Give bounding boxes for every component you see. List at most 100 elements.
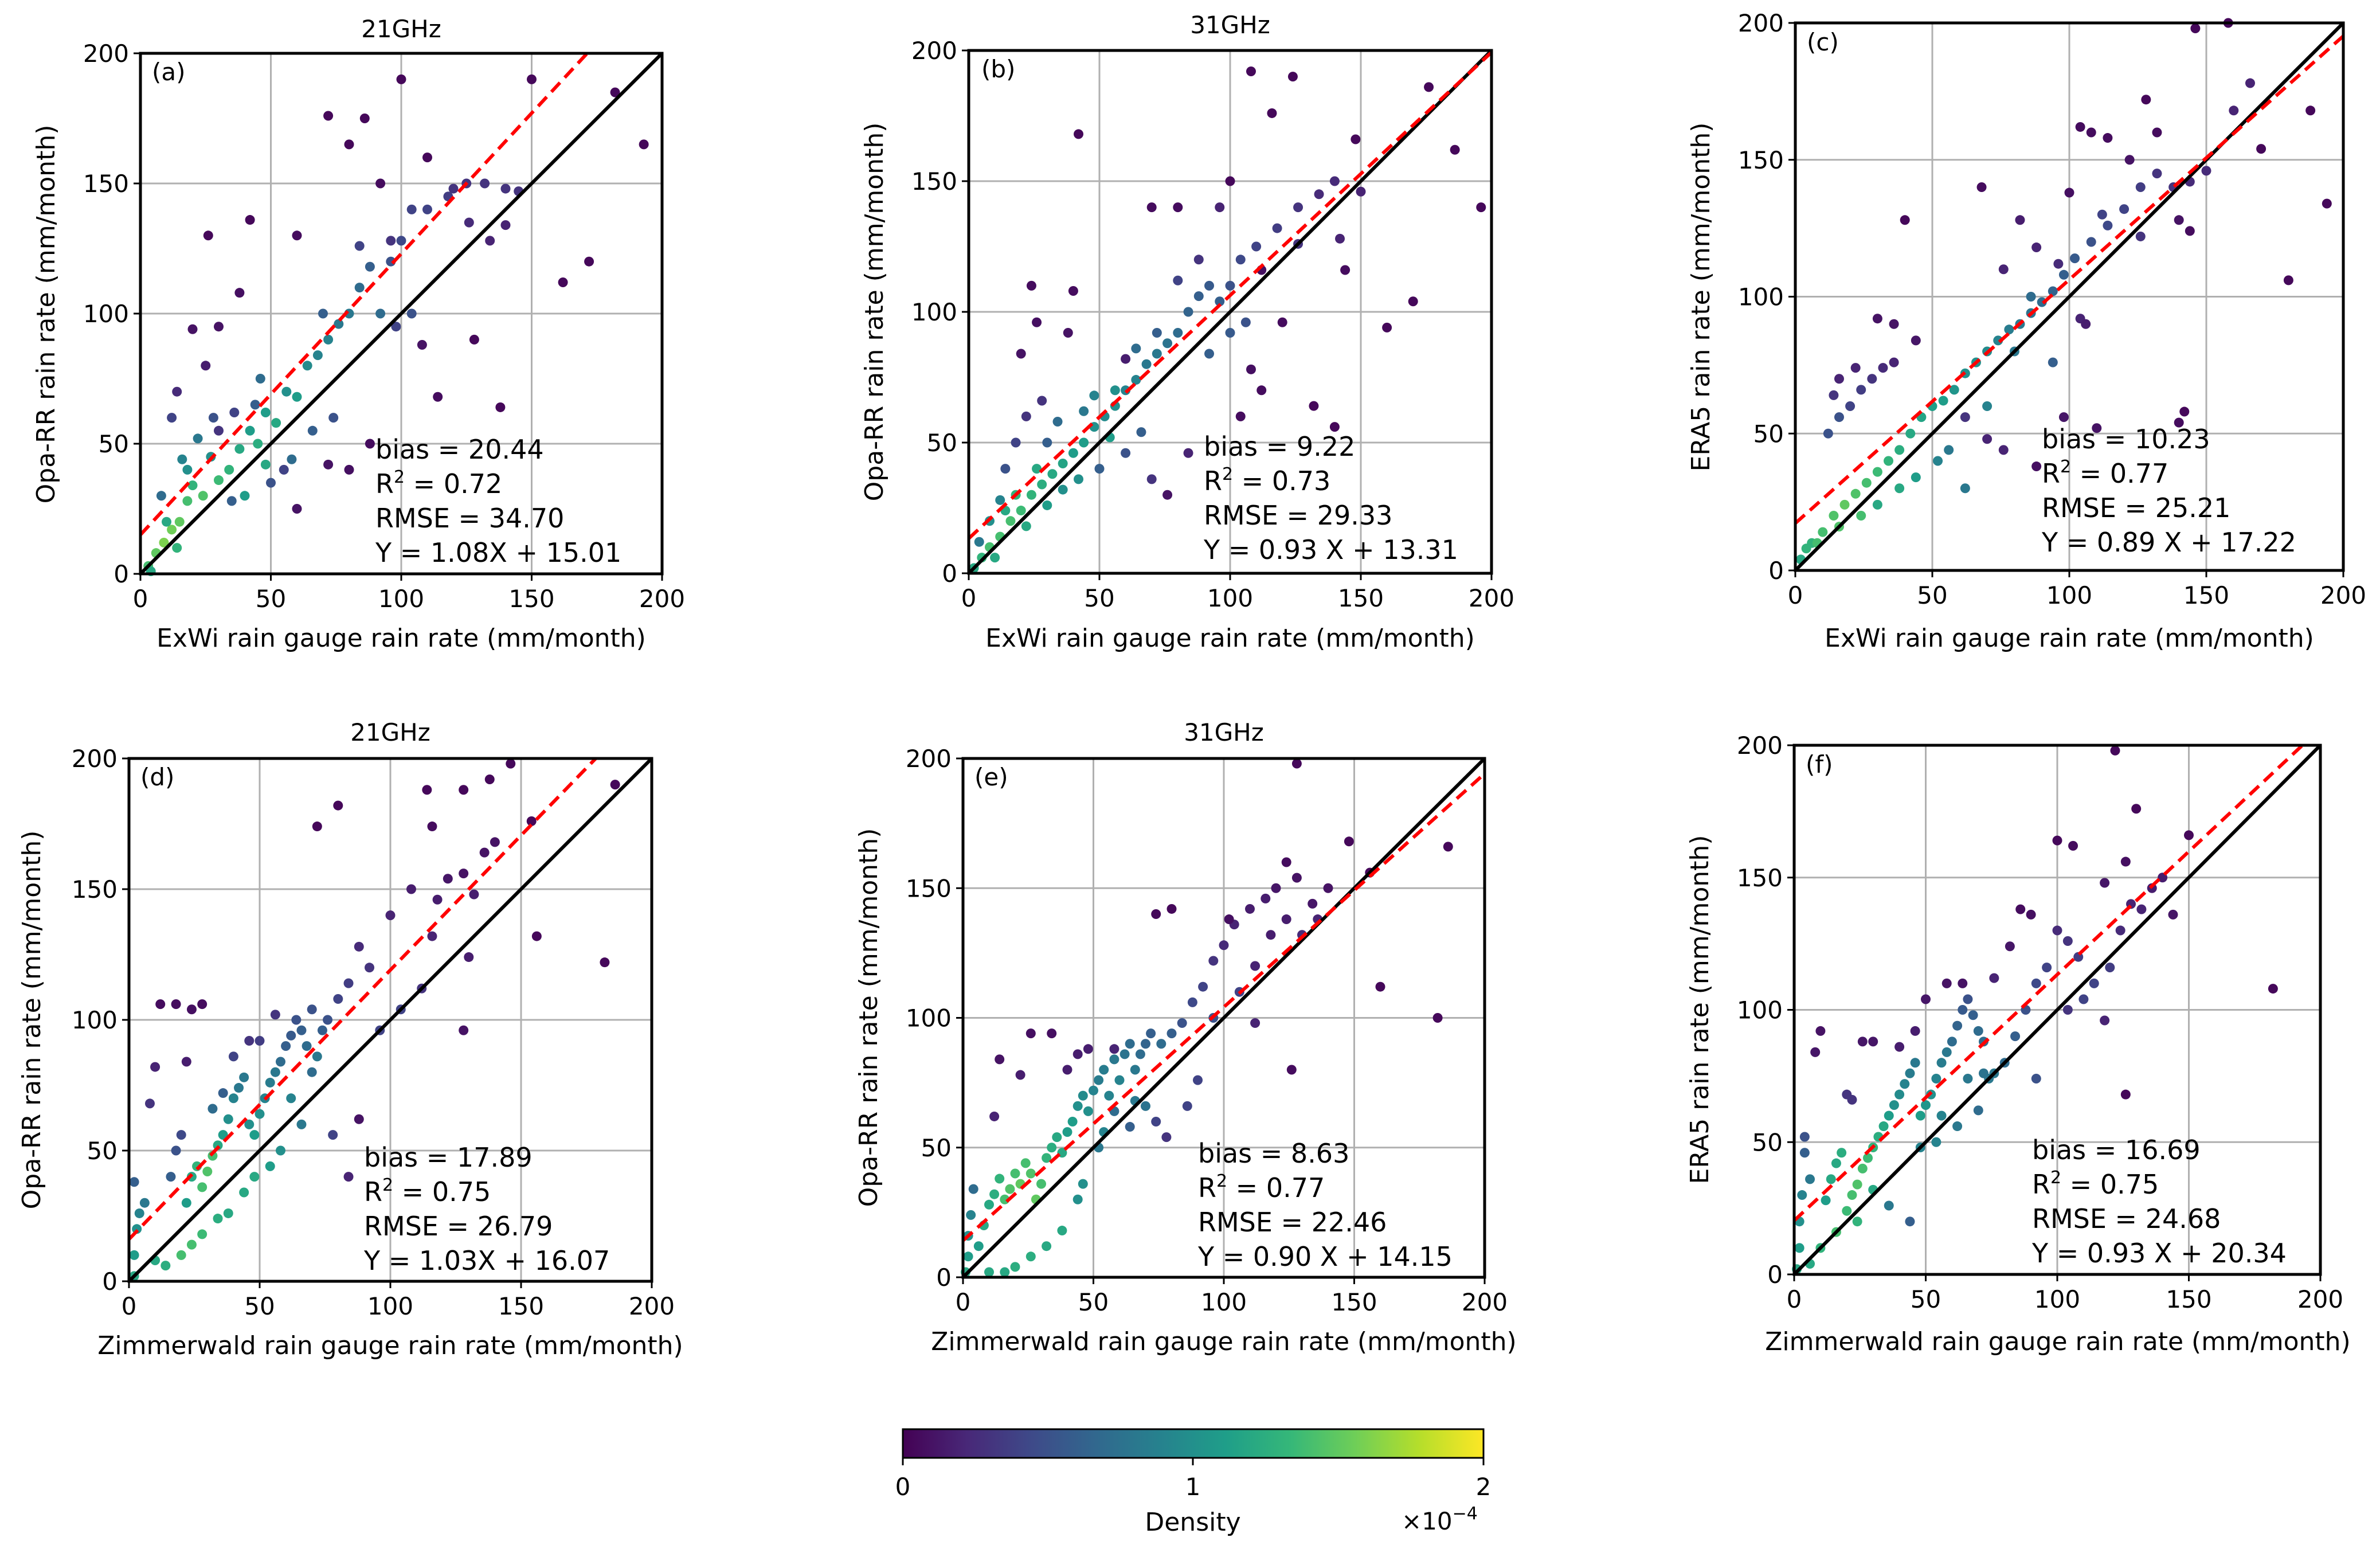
scatter-point [134,1208,144,1218]
panel-d: 00 50 50 100 100 150 150 200 200 21GHz (d) bias … [17,718,683,1360]
scatter-point [265,1077,275,1088]
scatter-point [1829,511,1839,521]
scatter-point [1072,1101,1083,1111]
one-to-one-line [1794,21,2345,572]
panel-e-fit-equation: Y = 0.90 X + 14.15 [1197,1241,1453,1272]
scatter-point [480,178,490,189]
fit-line [139,52,589,536]
scatter-point [296,1025,307,1035]
panel-a-fit-equation: Y = 1.08X + 15.01 [375,537,621,568]
y-tick-label: 0 [102,1268,118,1296]
scatter-point [2053,259,2064,269]
scatter-point [1799,1132,1810,1142]
panel-a: 00 50 50 100 100 150 150 200 200 21GHz (a) bias … [32,15,685,653]
scatter-point [1062,1127,1072,1137]
scatter-point [1960,483,1970,494]
scatter-point [1878,1121,1889,1132]
scatter-point [2026,292,2036,302]
scatter-point [506,758,516,769]
scatter-point [1016,506,1026,516]
scatter-point [2031,1073,2041,1083]
scatter-point [1952,1121,1963,1132]
scatter-point [228,1051,238,1062]
scatter-point [1182,1101,1192,1111]
scatter-point [1884,1200,1894,1211]
scatter-point [186,1004,197,1015]
x-tick-label: 200 [2297,1285,2343,1313]
scatter-point [359,114,370,123]
scatter-point [270,1010,280,1020]
scatter-point [1136,427,1146,437]
scatter-point [1151,1117,1161,1126]
scatter-point [966,1210,976,1220]
scatter-point [2168,909,2178,920]
scatter-point [328,1130,338,1140]
scatter-point [974,537,984,547]
scatter-point [1094,1075,1104,1085]
one-to-one-line [961,757,1486,1279]
scatter-point [1834,412,1844,423]
scatter-point [1837,1148,1847,1158]
colorbar-tick-2: 2 [1476,1473,1492,1501]
scatter-point [1900,215,1910,225]
scatter-point [343,978,354,988]
scatter-point [2136,904,2147,914]
scatter-point [1818,527,1828,537]
scatter-point [2075,122,2085,132]
scatter-point [1173,202,1183,213]
scatter-point [343,1172,354,1182]
scatter-point [459,785,469,795]
scatter-point [2062,1005,2073,1015]
scatter-point [197,1229,208,1239]
scatter-point [193,433,203,444]
scatter-point [1078,1090,1088,1101]
scatter-point [1256,385,1267,396]
scatter-point [208,413,218,423]
scatter-point [2322,198,2332,209]
x-tick-label: 150 [1338,584,1384,612]
fit-line [127,757,597,1241]
scatter-point [495,402,506,412]
scatter-point [1162,338,1173,349]
panel-e-bias: bias = 8.63 [1198,1138,1349,1169]
scatter-point [1978,1068,1988,1078]
scatter-point [1246,66,1256,76]
y-tick-label: 100 [1738,283,1784,311]
scatter-point [1857,1036,1868,1047]
scatter-point [317,1025,327,1035]
scatter-point [234,288,245,298]
scatter-point [1005,516,1016,526]
scatter-point [174,517,185,527]
scatter-point [2152,127,2162,138]
scatter-point [406,204,417,214]
scatter-point [1032,464,1042,474]
scatter-point [260,408,271,418]
panel-c-r2: R2 = 0.77 [2042,457,2168,489]
x-tick-label: 0 [956,1288,971,1316]
scatter-point [181,1057,191,1067]
scatter-point [485,236,495,246]
scatter-point [208,1104,218,1114]
scatter-point [1450,144,1460,155]
panel-c-fit-equation: Y = 0.89 X + 17.22 [2041,527,2296,558]
scatter-point [1973,1026,1983,1036]
scatter-point [240,491,250,501]
scatter-point [1845,401,1856,411]
scatter-point [1329,422,1340,432]
scatter-point [307,425,318,436]
scatter-point [1015,1070,1025,1080]
scatter-point [1293,202,1303,213]
scatter-point [354,1114,364,1124]
scatter-point [155,999,166,1010]
scatter-point [1894,1089,1905,1100]
scatter-point [1884,1110,1894,1121]
scatter-point [1799,1148,1810,1158]
scatter-point [1235,255,1246,265]
scatter-point [2086,237,2096,247]
scatter-point [156,491,166,501]
panel-d-bias: bias = 17.89 [364,1142,533,1173]
scatter-point [2110,745,2120,756]
scatter-point [1173,275,1183,285]
scatter-point [2097,209,2107,220]
scatter-point [1947,1036,1957,1047]
